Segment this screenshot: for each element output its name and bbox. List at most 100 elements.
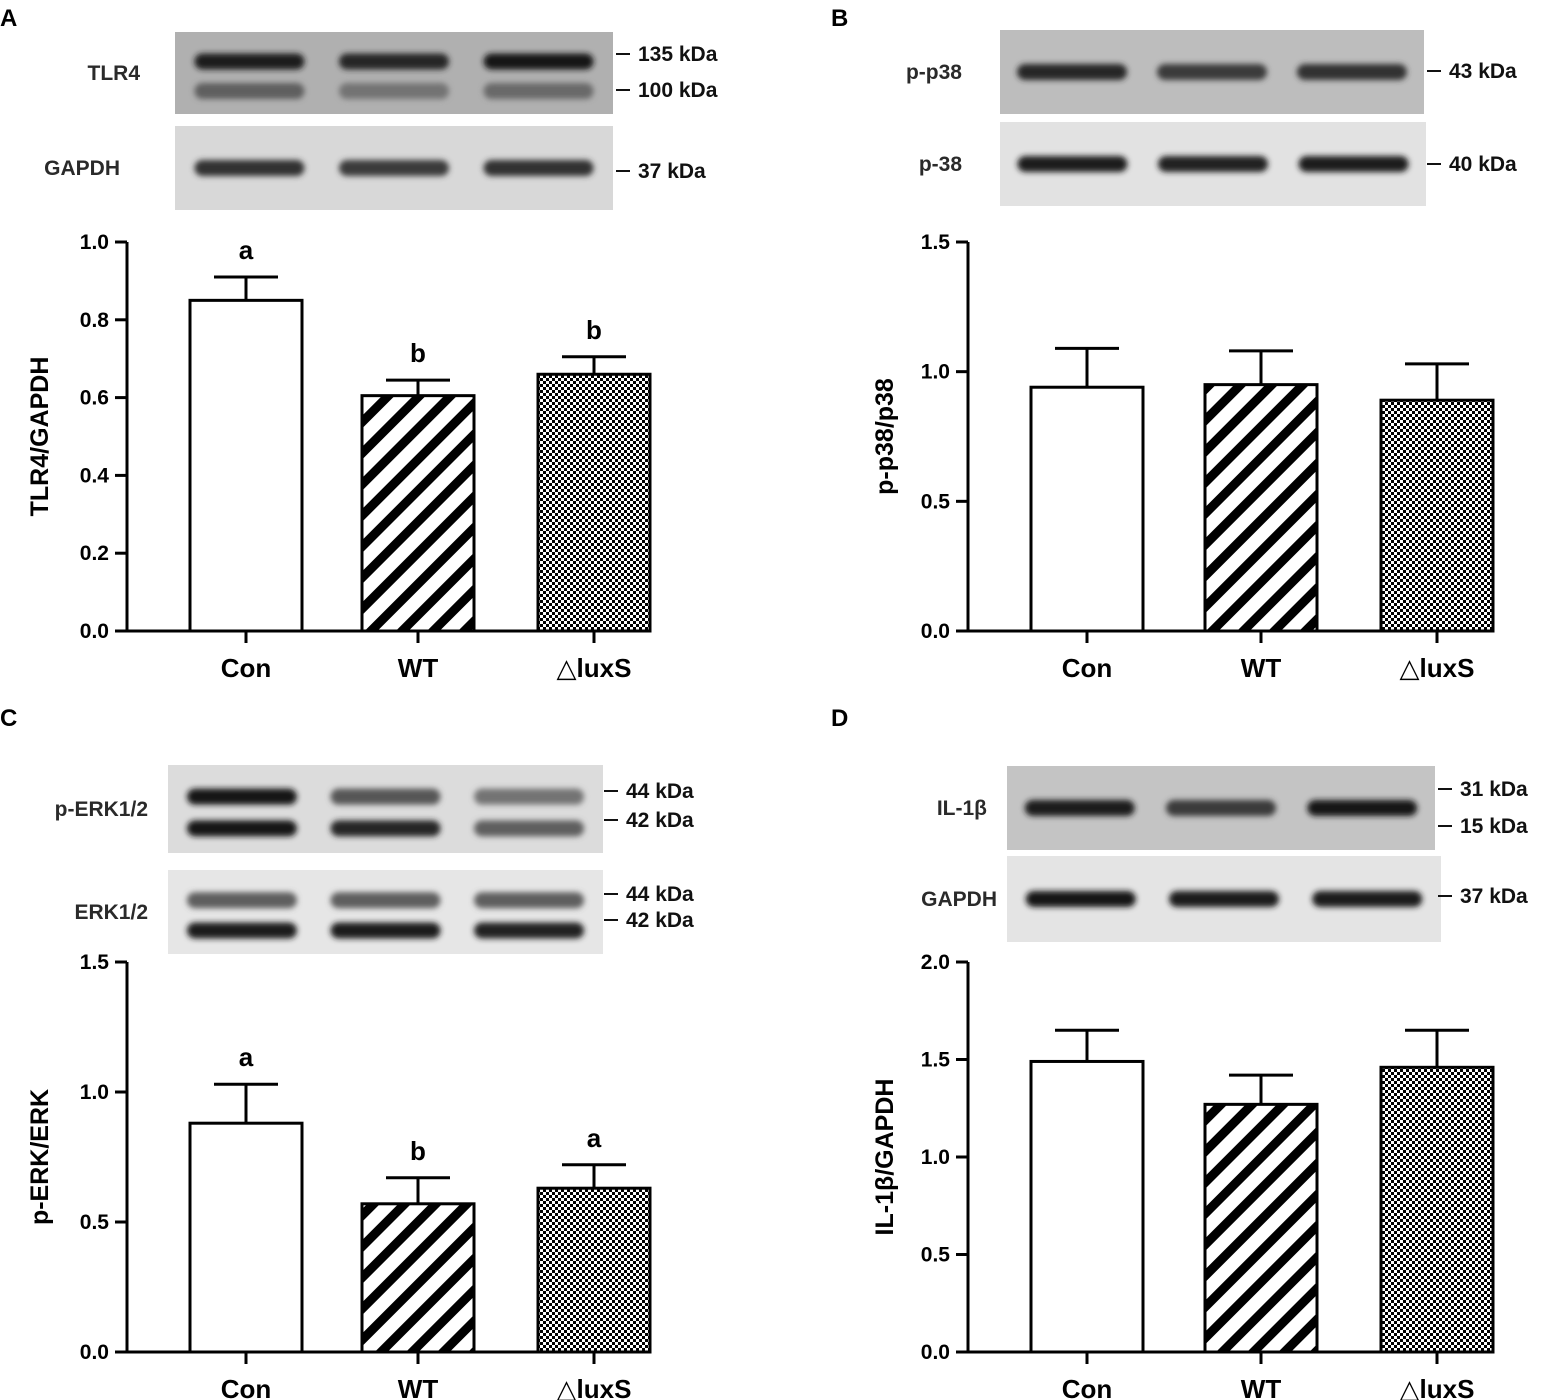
x-tick-label: Con — [1062, 1374, 1113, 1400]
y-axis-label: IL-1β/GAPDH — [871, 1079, 899, 1236]
panel-letter: B — [831, 5, 848, 32]
significance-label: a — [239, 1042, 254, 1072]
y-tick-label: 0.0 — [80, 1341, 109, 1364]
x-tick-label: WT — [1241, 1374, 1282, 1400]
bar-3 — [1379, 398, 1495, 633]
y-tick-label: 0.4 — [80, 464, 110, 487]
x-tick-label: △luxS — [557, 653, 632, 683]
blot-band — [330, 788, 441, 805]
y-tick-label: 1.5 — [80, 951, 110, 974]
panel-letter: D — [831, 705, 848, 732]
bar-3 — [1379, 1065, 1495, 1354]
blot-band — [483, 53, 594, 70]
blot-band — [1166, 800, 1276, 816]
y-tick-label: 0.6 — [80, 387, 109, 410]
blot-band — [194, 83, 305, 100]
bar-1 — [188, 298, 304, 633]
x-tick-label: Con — [1062, 653, 1113, 683]
kda-label: 37 kDa — [638, 160, 706, 183]
bar-2 — [1203, 1102, 1319, 1354]
blot-band — [483, 83, 594, 100]
y-tick-label: 1.5 — [921, 231, 951, 254]
kda-label: 42 kDa — [626, 909, 694, 932]
blot-band — [330, 892, 441, 909]
blot-band — [339, 160, 449, 176]
x-tick-label: WT — [398, 1374, 439, 1400]
blot-label: p-p38 — [906, 61, 962, 84]
y-tick-label: 1.0 — [921, 1146, 950, 1169]
blot-band — [474, 922, 585, 939]
blot-band — [1307, 800, 1418, 816]
blot-band — [1296, 64, 1407, 80]
y-tick-label: 1.5 — [921, 1049, 951, 1072]
y-tick-label: 0.0 — [921, 1341, 950, 1364]
blot-band — [474, 788, 585, 805]
bar-1 — [188, 1121, 304, 1354]
y-tick-label: 0.5 — [80, 1211, 110, 1234]
bar-2 — [360, 1202, 476, 1354]
kda-label: 44 kDa — [626, 780, 694, 803]
kda-label: 44 kDa — [626, 883, 694, 906]
y-tick-label: 0.0 — [921, 620, 950, 643]
panel-a-svg: A TLR4 135 kDa 100 kDa GAPDH 37 kDa 0.0 0.2 0.4 0… — [0, 5, 718, 683]
blot-band — [186, 892, 297, 909]
kda-label: 42 kDa — [626, 809, 694, 832]
y-tick-label: 0.8 — [80, 309, 110, 332]
blot-image — [168, 765, 603, 853]
y-tick-label: 0.2 — [80, 542, 109, 565]
kda-label: 37 kDa — [1460, 885, 1528, 908]
x-tick-label: △luxS — [557, 1374, 632, 1400]
y-axis-label: p-ERK/ERK — [26, 1089, 54, 1225]
blot-band — [1157, 64, 1267, 80]
y-tick-label: 0.5 — [921, 1244, 951, 1267]
panel-c-svg: Cp-ERK1/2 44 kDa 42 kDa ERK1/2 44 kDa 42 kDa 0… — [0, 705, 694, 1400]
panel-d-svg: D IL-1β 31 kDa 15 kDa GAPDH 37 kDa 0.0 0.5 1.0 1.… — [831, 705, 1528, 1400]
y-axis-label: p-p38/p38 — [871, 378, 899, 495]
y-tick-label: 1.0 — [80, 231, 109, 254]
y-tick-label: 0.0 — [80, 620, 109, 643]
blot-label: ERK1/2 — [74, 901, 148, 924]
blot-band — [1017, 64, 1128, 80]
bar-1 — [1029, 1059, 1145, 1354]
blot-band — [1017, 156, 1128, 172]
x-tick-label: △luxS — [1400, 1374, 1475, 1400]
significance-label: a — [587, 1123, 602, 1153]
blot-image — [175, 32, 613, 114]
blot-band — [186, 922, 297, 939]
kda-label: 43 kDa — [1449, 60, 1517, 83]
blot-label: GAPDH — [44, 157, 120, 180]
kda-label: 100 kDa — [638, 79, 718, 102]
blot-band — [1158, 156, 1268, 172]
significance-label: b — [410, 338, 426, 368]
bar-3 — [536, 1186, 652, 1354]
blot-image — [168, 870, 603, 954]
blot-label: GAPDH — [921, 888, 997, 911]
x-tick-label: Con — [221, 1374, 272, 1400]
significance-label: b — [586, 315, 602, 345]
panel-b-svg: Bp-p38 43 kDa p-38 40 kDa 0.0 0.5 1.0 1.5 p-p38/… — [831, 5, 1517, 683]
blot-band — [1169, 891, 1279, 907]
blot-label: p-ERK1/2 — [55, 798, 148, 821]
kda-label: 135 kDa — [638, 43, 718, 66]
blot-band — [330, 922, 441, 939]
blot-band — [1025, 891, 1136, 907]
y-tick-label: 0.5 — [921, 490, 951, 513]
blot-band — [1312, 891, 1423, 907]
kda-label: 31 kDa — [1460, 778, 1528, 801]
x-tick-label: Con — [221, 653, 272, 683]
x-tick-label: WT — [1241, 653, 1282, 683]
blot-band — [330, 820, 441, 837]
y-tick-label: 2.0 — [921, 951, 950, 974]
kda-label: 40 kDa — [1449, 153, 1517, 176]
blot-band — [186, 820, 297, 837]
blot-label: p-38 — [919, 153, 963, 176]
panel-letter: C — [0, 705, 17, 732]
blot-band — [186, 788, 297, 805]
blot-label: TLR4 — [88, 62, 141, 85]
x-tick-label: △luxS — [1400, 653, 1475, 683]
blot-band — [339, 83, 449, 100]
bar-2 — [360, 394, 476, 633]
y-tick-label: 1.0 — [921, 361, 950, 384]
panel-letter: A — [0, 5, 17, 32]
